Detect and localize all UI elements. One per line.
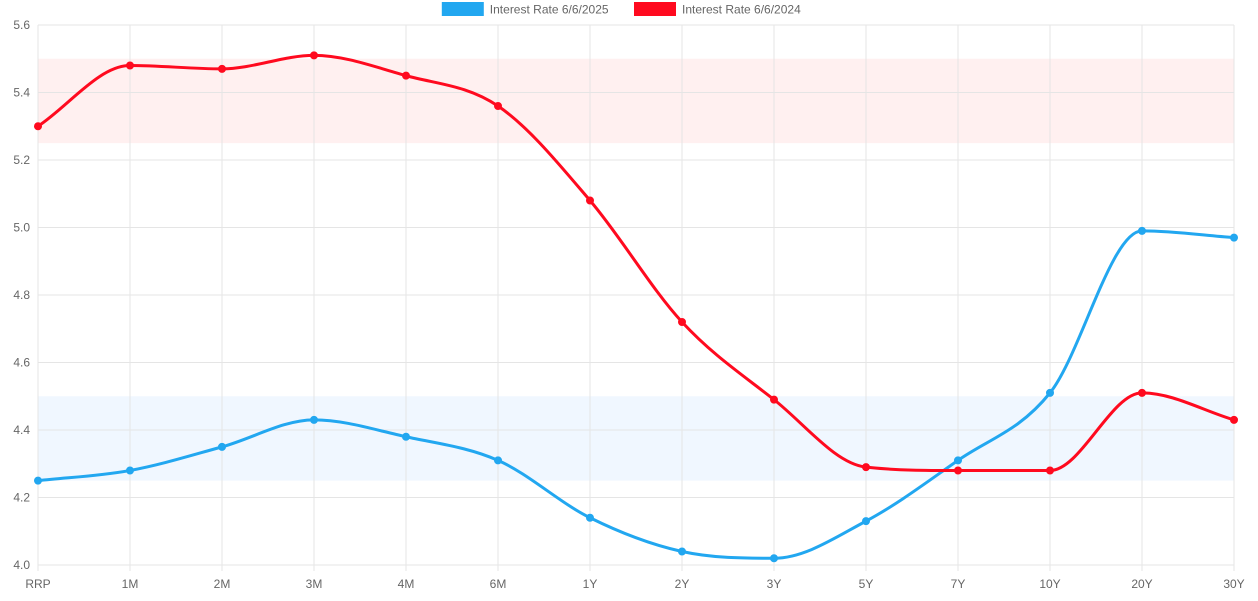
data-point[interactable] [310, 415, 318, 424]
legend-item[interactable]: Interest Rate 6/6/2025 [441, 2, 609, 17]
x-tick-label: 1Y [583, 577, 598, 591]
x-tick-label: 20Y [1131, 577, 1152, 591]
x-tick-label: 2Y [675, 577, 690, 591]
data-point[interactable] [586, 513, 594, 522]
legend-swatch [441, 2, 484, 16]
data-point[interactable] [494, 456, 502, 465]
data-point[interactable] [402, 71, 410, 80]
data-point[interactable] [402, 432, 410, 441]
data-point[interactable] [586, 196, 594, 205]
y-tick-label: 4.8 [13, 288, 30, 302]
series [34, 51, 1238, 563]
legend-label: Interest Rate 6/6/2024 [682, 3, 801, 17]
x-tick-label: 2M [214, 577, 231, 591]
x-tick-label: 10Y [1039, 577, 1060, 591]
data-point[interactable] [126, 466, 134, 475]
x-tick-label: 3M [306, 577, 323, 591]
data-point[interactable] [1138, 226, 1146, 235]
data-point[interactable] [1230, 233, 1238, 242]
data-point[interactable] [494, 102, 502, 110]
range-band-1 [38, 396, 1234, 481]
data-point[interactable] [34, 122, 42, 131]
y-tick-label: 5.0 [13, 221, 30, 235]
y-tick-label: 5.2 [13, 153, 30, 167]
data-point[interactable] [954, 466, 962, 475]
x-tick-label: RRP [25, 577, 50, 591]
x-tick-label: 5Y [859, 577, 874, 591]
x-tick-label: 3Y [767, 577, 782, 591]
legend-label: Interest Rate 6/6/2025 [490, 3, 609, 17]
y-tick-label: 5.4 [13, 86, 30, 100]
data-point[interactable] [218, 442, 226, 451]
data-point[interactable] [126, 61, 134, 70]
axes: 4.0 4.2 4.4 4.6 4.8 5.0 5.2 5.4 5.6 RRP 1M 2M 3M 4M 6M… [13, 18, 1244, 591]
range-band-0 [38, 58, 1234, 144]
y-tick-label: 4.6 [13, 356, 30, 370]
x-tick-label: 7Y [951, 577, 966, 591]
data-point[interactable] [770, 554, 778, 563]
data-point[interactable] [770, 395, 778, 404]
series-line [36, 229, 1236, 560]
data-point[interactable] [862, 517, 870, 526]
series-1 [34, 51, 1238, 475]
legend-swatch [634, 2, 676, 16]
y-tick-label: 4.2 [13, 491, 30, 505]
data-point[interactable] [218, 64, 226, 73]
y-tick-label: 4.0 [13, 558, 30, 572]
x-tick-label: 30Y [1223, 577, 1244, 591]
data-point[interactable] [954, 456, 962, 465]
series-0 [34, 226, 1238, 563]
range-bands [38, 58, 1234, 481]
y-tick-label: 5.6 [13, 18, 30, 32]
x-tick-label: 4M [398, 577, 415, 591]
data-point[interactable] [678, 547, 686, 556]
data-point[interactable] [1046, 388, 1054, 397]
grid [37, 24, 1235, 571]
x-tick-label: 6M [490, 577, 507, 591]
y-tick-label: 4.4 [13, 423, 30, 437]
data-point[interactable] [1138, 388, 1146, 397]
x-tick-label: 1M [122, 577, 139, 591]
data-point[interactable] [1046, 466, 1054, 475]
data-point[interactable] [1230, 415, 1238, 424]
legend[interactable]: Interest Rate 6/6/2025 Interest Rate 6/6/… [441, 2, 801, 17]
data-point[interactable] [862, 463, 870, 472]
data-point[interactable] [34, 476, 42, 485]
data-point[interactable] [310, 51, 318, 60]
data-point[interactable] [678, 318, 686, 326]
legend-item[interactable]: Interest Rate 6/6/2024 [634, 2, 801, 17]
